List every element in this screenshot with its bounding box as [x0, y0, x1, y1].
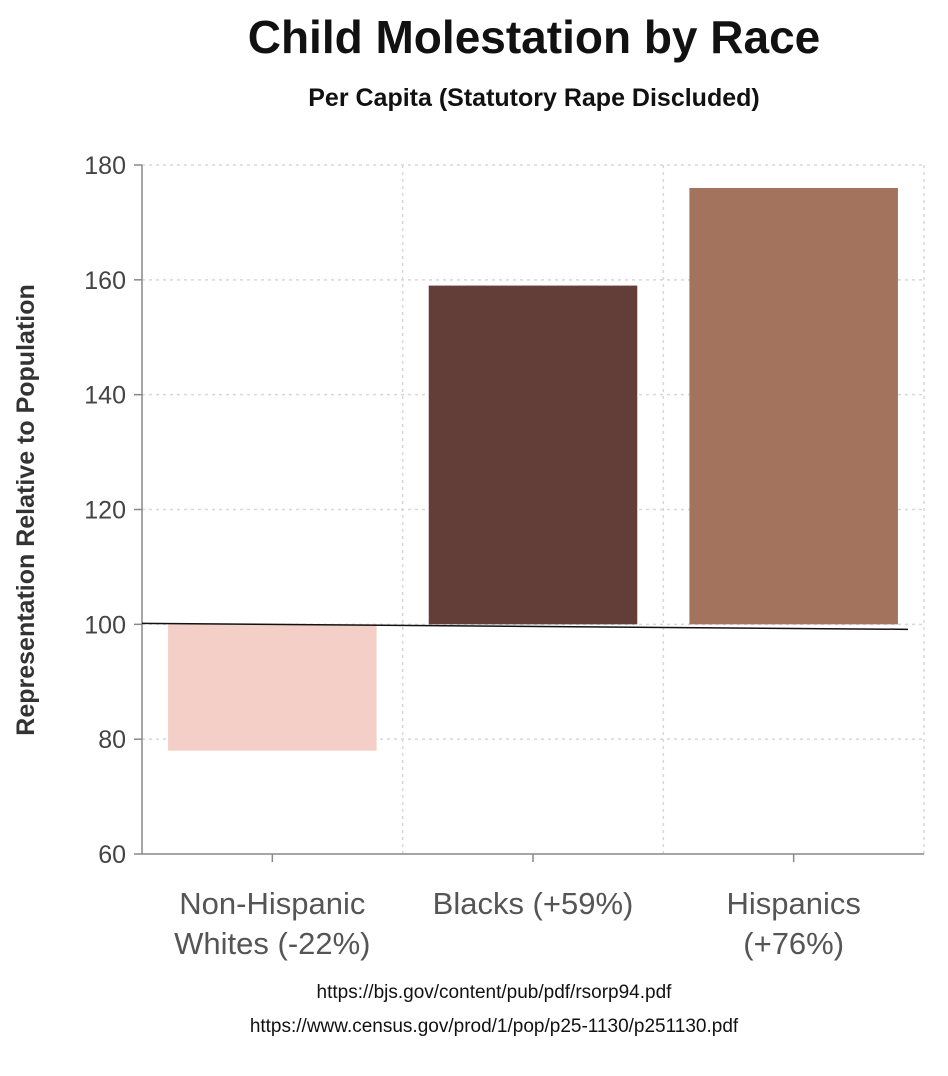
x-category-label-0-1: Whites (-22%)	[174, 926, 370, 961]
y-tick-labels: 60 80 100 120 140 160 180	[84, 152, 126, 869]
y-tick-label-180: 180	[84, 152, 126, 180]
x-category-label-0-0: Non-Hispanic	[179, 886, 365, 921]
chart-title: Child Molestation by Race	[247, 11, 821, 63]
source-link-1[interactable]: https://bjs.gov/content/pub/pdf/rsorp94.…	[316, 982, 672, 1003]
y-tick-label-80: 80	[98, 726, 126, 754]
x-category-labels: Non-Hispanic Whites (-22%) Blacks (+59%) Hi…	[174, 886, 861, 961]
y-tick-label-120: 120	[84, 497, 126, 525]
x-category-label-2-0: Hispanics	[726, 886, 860, 921]
bar-1	[428, 285, 638, 625]
x-category-label-1-0: Blacks (+59%)	[433, 886, 634, 921]
y-tick-label-160: 160	[84, 267, 126, 295]
y-axis-label: Representation Relative to Population	[12, 284, 40, 735]
bars	[168, 187, 898, 751]
y-tick-label-60: 60	[98, 841, 126, 869]
source-link-2[interactable]: https://www.census.gov/prod/1/pop/p25-11…	[249, 1016, 739, 1037]
chart-subtitle: Per Capita (Statutory Rape Discluded)	[308, 84, 760, 112]
y-tick-label-100: 100	[84, 611, 126, 639]
bar-2	[689, 187, 898, 625]
axes	[134, 164, 924, 862]
y-tick-label-140: 140	[84, 382, 126, 410]
x-category-label-2-1: (+76%)	[743, 926, 844, 961]
bar-0	[168, 624, 377, 751]
baseline-line	[141, 622, 909, 631]
